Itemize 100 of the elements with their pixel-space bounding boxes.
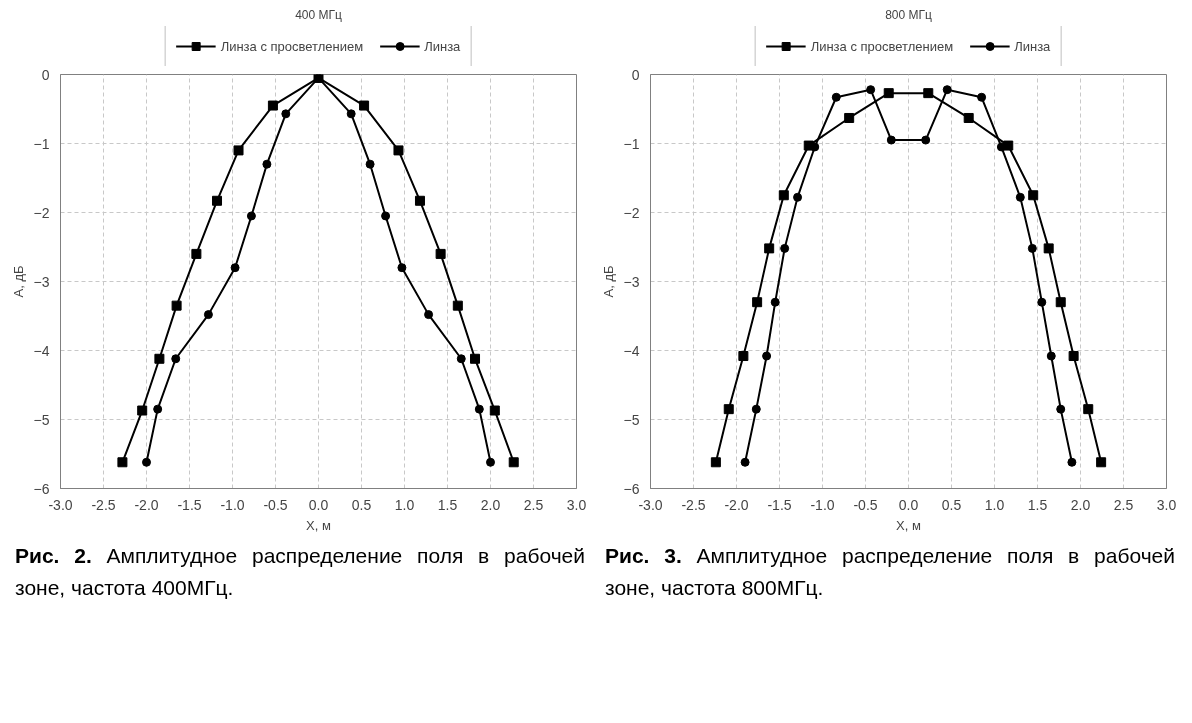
point [230,263,240,273]
point [1015,192,1025,202]
point [346,109,356,119]
point [1083,404,1094,415]
point [740,457,750,467]
x-tick-label: -0.5 [263,496,288,513]
point [154,353,165,364]
x-tick-label: 1.0 [984,496,1005,513]
x-tick-label: -2.0 [724,496,749,513]
point [1043,243,1054,254]
x-tick-label: 2.5 [1113,496,1134,513]
y-tick-label: −1 [33,135,50,152]
point [365,159,375,169]
point [424,310,434,320]
point [1096,457,1107,468]
point [203,310,213,320]
y-tick-label: −3 [623,273,640,290]
point [489,405,500,416]
point [886,135,896,145]
point [381,211,391,221]
point [397,263,407,273]
point [414,195,425,206]
x-tick-label: 0.5 [941,496,962,513]
point [883,88,894,99]
point [844,112,855,123]
y-tick-label: −5 [623,411,640,428]
y-tick-label: 0 [631,66,640,83]
x-tick-label: -1.0 [810,496,835,513]
x-tick-label: 2.0 [480,496,501,513]
point [1037,297,1047,307]
point [1056,404,1066,414]
y-axis-title: А, дБ [600,265,616,298]
y-tick-label: −3 [33,273,50,290]
point [996,142,1006,152]
y-tick-label: −1 [623,135,640,152]
point [171,354,181,364]
point [751,404,761,414]
x-tick-label: 0.5 [351,496,372,513]
point [486,457,495,467]
point [942,85,952,95]
y-axis-title: А, дБ [10,265,26,298]
point [137,405,148,416]
point [267,100,278,111]
point [793,192,803,202]
point [281,109,291,119]
chart-title: 800 МГц [885,7,932,22]
legend-label: Линза [424,38,461,54]
y-tick-label: −2 [33,204,50,221]
x-axis-title: X, м [306,517,331,533]
point [780,243,790,253]
legend-label: Линза [1014,38,1051,54]
x-axis-title: X, м [896,517,921,533]
x-tick-label: 0.0 [308,496,329,513]
point [212,195,223,206]
point [117,457,128,468]
point [1028,190,1039,201]
point [762,351,772,361]
point [1027,243,1037,253]
x-tick-label: -0.5 [853,496,878,513]
y-tick-label: −6 [33,480,50,497]
point [1067,457,1077,467]
point [1046,351,1056,361]
point [770,297,780,307]
point [866,85,876,95]
point [738,351,749,362]
x-tick-label: -1.5 [767,496,792,513]
point [191,248,202,259]
x-tick-label: 2.0 [1070,496,1091,513]
point [393,145,404,156]
text: Рис. 2. Амплитудное распределение поля в рабочей зоне, частота 400МГц. [15,543,586,601]
x-tick-label: -3.0 [638,496,663,513]
y-tick-label: −2 [623,204,640,221]
legend-label: Линза с просветлением [220,38,364,54]
point [752,297,763,308]
x-tick-label: -2.5 [91,496,116,513]
point [723,404,734,415]
x-tick-label: 1.0 [394,496,415,513]
x-tick-label: 0.0 [898,496,919,513]
point [923,88,934,99]
point [963,112,974,123]
point [710,457,721,468]
point [474,404,484,414]
x-tick-label: 1.5 [437,496,458,513]
point [921,135,931,145]
point [359,100,370,111]
point [977,92,987,102]
chart-title: 400 МГц [295,7,342,22]
point [1055,297,1066,308]
x-tick-label: 2.5 [523,496,544,513]
point [831,92,841,102]
point [778,190,789,201]
point [452,300,463,311]
point [246,211,256,221]
point [764,243,775,254]
y-tick-label: −5 [33,411,50,428]
point [435,248,446,259]
y-tick-label: −4 [33,342,50,359]
x-tick-label: 1.5 [1027,496,1048,513]
x-tick-label: -3.0 [48,496,73,513]
x-tick-label: 3.0 [1156,496,1177,513]
